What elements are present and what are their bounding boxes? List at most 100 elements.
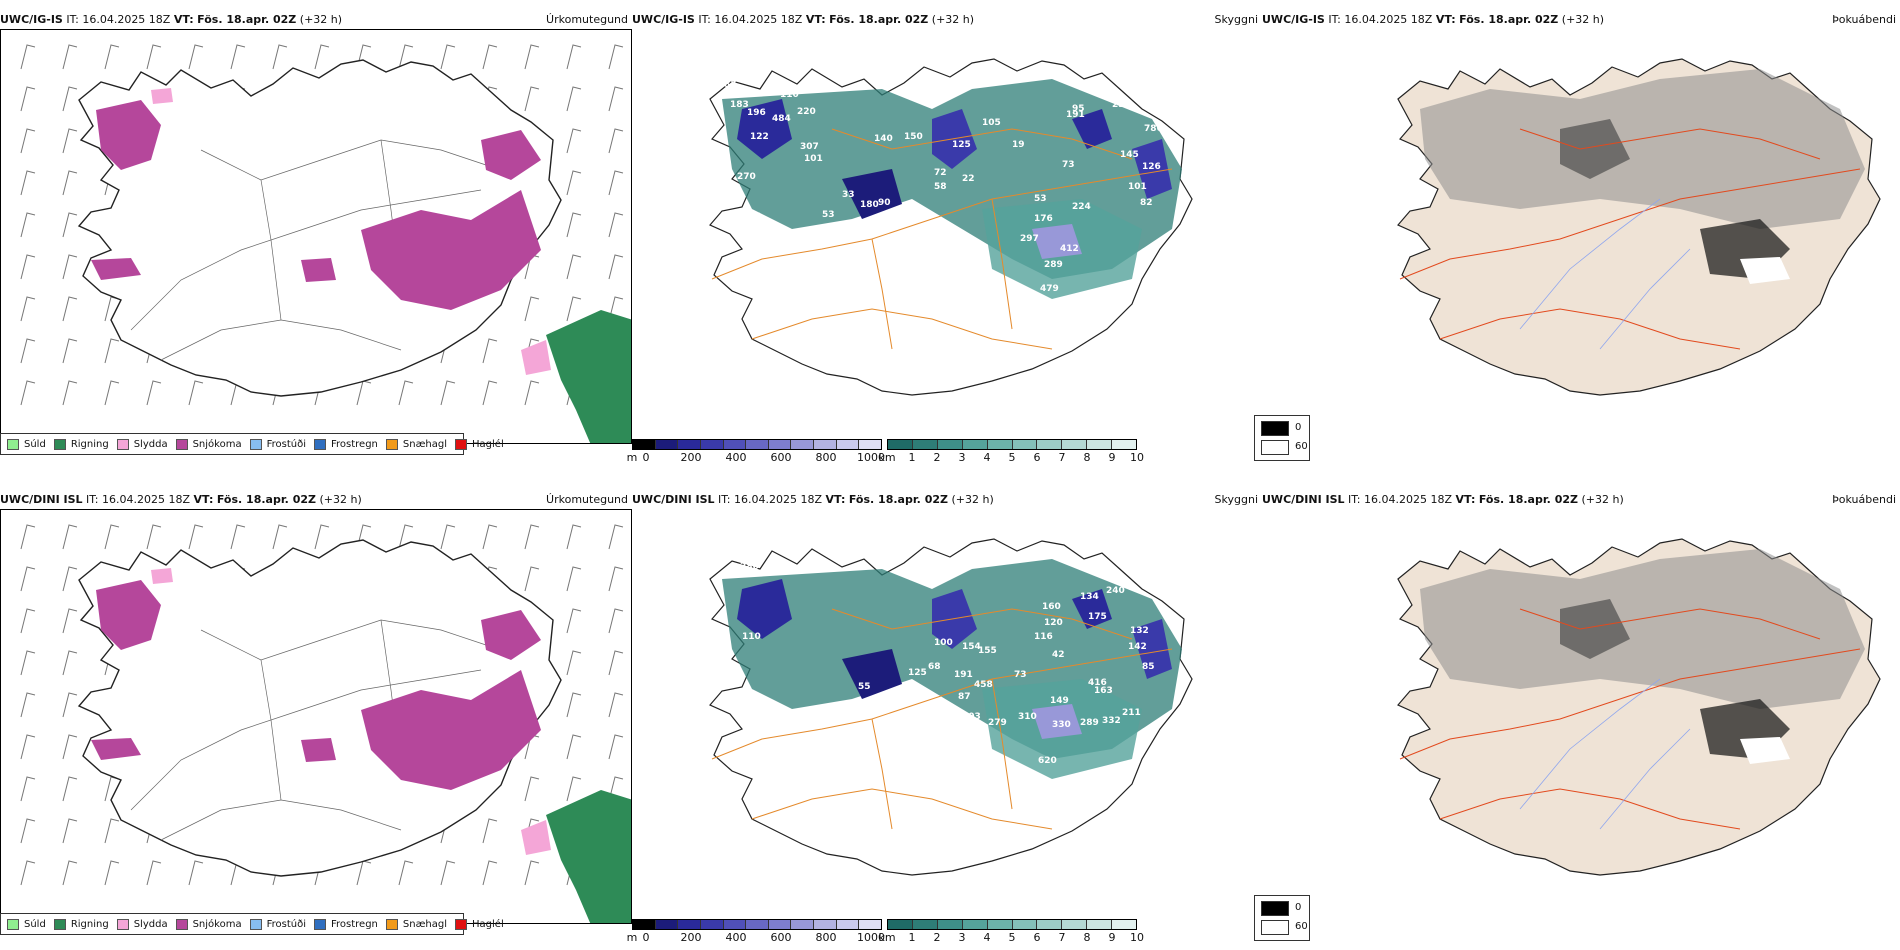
cloudbase-value-label: 42 [1052, 650, 1065, 660]
panel-title-fog: Þokuábendi [1832, 13, 1896, 26]
colorbar-swatch [768, 920, 792, 929]
model-name: UWC/DINI ISL [0, 493, 83, 506]
cloudbase-value-label: 145 [1120, 150, 1139, 160]
colorbar-swatch [962, 440, 988, 449]
colorbar-tick: 6 [1033, 451, 1041, 464]
wind-barb [608, 212, 624, 238]
colorbar-tick: 8 [1083, 451, 1091, 464]
valid-time: Fös. 18.apr. 02Z [848, 493, 948, 506]
cloudbase-unit: m [626, 931, 638, 944]
wind-barb [104, 818, 120, 844]
wind-barb [20, 296, 36, 322]
cloudbase-value-label: 73 [1014, 670, 1027, 680]
wind-barb [524, 86, 540, 112]
wind-barb [524, 296, 540, 322]
cloudbase-value-label: 150 [904, 132, 923, 142]
panel-title-fog: Þokuábendi [1832, 493, 1896, 506]
legend-swatch [314, 438, 326, 450]
visibility-colorbar-ticks: km 1 2 3 4 5 6 7 8 9 10 [878, 930, 1144, 944]
cloudbase-value-label: 72 [934, 168, 947, 178]
init-time: 16.04.2025 18Z [102, 493, 191, 506]
legend-swatch [385, 918, 398, 930]
cloudbase-value-label: 257 [1112, 100, 1131, 110]
road-network [1399, 608, 1861, 830]
colorbar-tick: 1000 [857, 451, 885, 464]
precip-map[interactable] [0, 509, 632, 924]
colorbar-swatch [723, 920, 747, 929]
cloudbase-value-label: 140 [874, 134, 893, 144]
colorbar-tick: 2 [933, 451, 941, 464]
fog-label-high: 60 [1295, 441, 1308, 452]
legend-item: Snjókoma [175, 438, 242, 450]
colorbar-swatch [723, 440, 747, 449]
colorbar-tick: 600 [770, 451, 792, 464]
colorbar-swatch [655, 440, 679, 449]
wind-barb [524, 380, 540, 406]
wind-barb [146, 380, 162, 406]
wind-barb [524, 44, 540, 70]
colorbar-tick: 600 [770, 931, 792, 944]
precip-type-panel: UWC/IG-IS IT: 16.04.2025 18Z VT: Fös. 18… [0, 13, 632, 470]
colorbar-swatch [987, 920, 1013, 929]
legend-item: Haglél [455, 918, 504, 930]
cloudbase-value-label: 479 [1040, 284, 1059, 294]
colorbar-swatch [791, 440, 815, 449]
wind-barb [62, 692, 78, 718]
wind-barb [146, 860, 162, 886]
colorbar-tick: 3 [958, 451, 966, 464]
colorbar-tick: 6 [1033, 931, 1041, 944]
fog-swatch-high [1261, 440, 1289, 455]
cloudbase-value-label: 270 [737, 172, 756, 182]
panel-header: UWC/DINI ISL IT: 16.04.2025 18Z VT: Fös.… [0, 493, 632, 506]
wind-barb [356, 380, 372, 406]
precip-map[interactable] [0, 29, 632, 444]
legend-swatch [7, 918, 19, 930]
panel-header: UWC/IG-IS IT: 16.04.2025 18Z VT: Fös. 18… [0, 13, 632, 26]
init-time: 16.04.2025 18Z [1364, 493, 1453, 506]
rain-areas [546, 310, 631, 443]
cloudbase-value-label: 307 [800, 142, 819, 152]
cloudbase-value-label: 310 [1018, 712, 1037, 722]
lead-time: (+32 h) [299, 13, 343, 26]
wind-barb [62, 296, 78, 322]
wind-barb [20, 734, 36, 760]
cloudbase-value-label: 53 [1034, 194, 1047, 204]
wind-barb [566, 692, 582, 718]
legend-swatch [249, 918, 262, 930]
legend-label: Snæhagl [402, 918, 448, 930]
panel-header: UWC/DINI ISL IT: 16.04.2025 18Z VT: Fös.… [632, 493, 1262, 506]
colorbar-swatch [678, 440, 701, 449]
colorbar-tick: 0 [642, 931, 650, 944]
cloud-visibility-panel: UWC/DINI ISL IT: 16.04.2025 18Z VT: Fös.… [627, 493, 1262, 950]
wind-barb [524, 524, 540, 550]
wind-barb [608, 566, 624, 592]
legend-swatch [175, 438, 188, 450]
visibility-unit: km [878, 451, 896, 464]
cloudbase-value-label: 175 [1088, 612, 1107, 622]
fog-label-low: 0 [1295, 902, 1302, 913]
rivers [1519, 678, 1691, 830]
lead-time: (+32 h) [319, 493, 362, 506]
legend-swatch [116, 438, 129, 450]
cloudbase-value-label: 176 [1034, 214, 1053, 224]
wind-barb [566, 170, 582, 196]
fog-index-map[interactable] [1262, 509, 1900, 909]
cloudbase-colorbar-ticks: m 0 200 400 600 800 1000 [627, 450, 885, 464]
colorbar-tick: 4 [983, 451, 991, 464]
cloudbase-value-label: 216 [964, 242, 983, 252]
colorbar-swatch [1037, 920, 1063, 929]
model-name: UWC/IG-IS [1262, 13, 1325, 26]
wind-barb [482, 44, 498, 70]
cloudbase-value-label: 126 [1142, 162, 1161, 172]
model-row-dini: UWC/DINI ISL IT: 16.04.2025 18Z VT: Fös.… [0, 480, 1900, 950]
cloudbase-value-label: 224 [1072, 202, 1091, 212]
legend-swatch [455, 438, 468, 450]
legend-item: Snjókoma [175, 918, 242, 930]
colorbar-swatch [888, 440, 913, 449]
visibility-unit: km [878, 931, 896, 944]
fog-index-map[interactable] [1262, 29, 1900, 429]
legend-swatch [53, 918, 66, 930]
cloudbase-value-label: 33 [842, 190, 855, 200]
